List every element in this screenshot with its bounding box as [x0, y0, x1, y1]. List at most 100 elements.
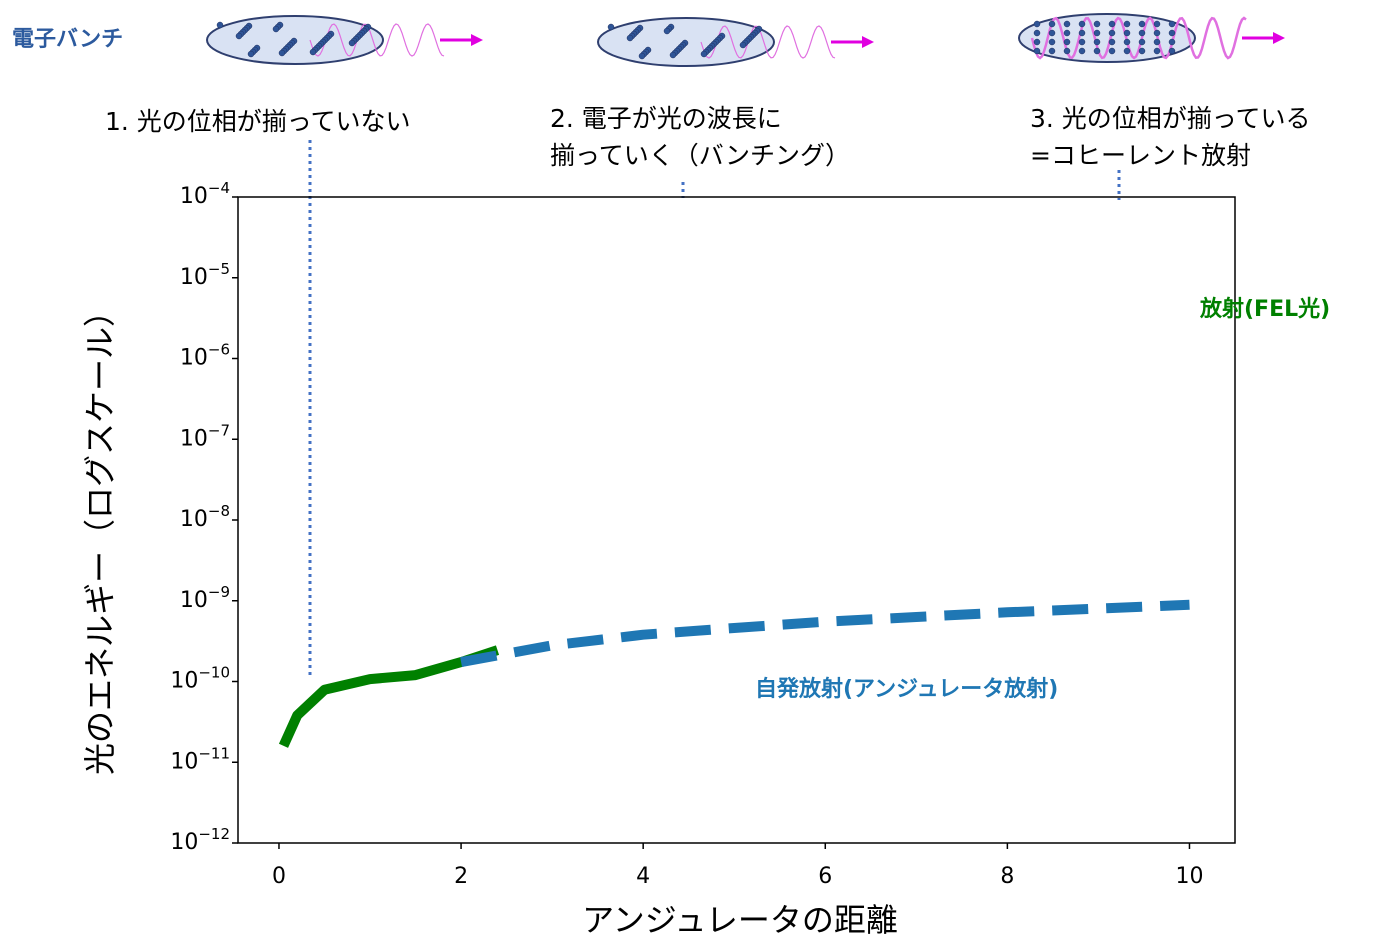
- y-tick-label: 10−12: [170, 825, 230, 856]
- electron: [1109, 21, 1115, 27]
- electron: [1154, 39, 1160, 45]
- x-tick-label: 10: [1175, 864, 1203, 889]
- arrow-head: [471, 34, 483, 46]
- electron: [1169, 21, 1175, 27]
- electron: [248, 51, 254, 57]
- arrow-head: [862, 36, 874, 48]
- electron: [1124, 30, 1130, 36]
- bunch-label: 電子バンチ: [12, 27, 123, 52]
- stage-label: 3. 光の位相が揃っている: [1030, 104, 1311, 133]
- electron: [664, 28, 670, 34]
- y-tick-base: 10: [180, 426, 208, 451]
- electron: [1124, 39, 1130, 45]
- electron: [1109, 48, 1115, 54]
- y-tick-base: 10: [170, 830, 198, 855]
- electron: [1049, 39, 1055, 45]
- y-tick-label: 10−10: [170, 663, 230, 694]
- electron: [1169, 30, 1175, 36]
- electron: [1124, 21, 1130, 27]
- electron: [1094, 39, 1100, 45]
- electron: [1049, 21, 1055, 27]
- electron: [1079, 48, 1085, 54]
- electron: [310, 49, 316, 55]
- electron: [1064, 48, 1070, 54]
- x-tick-label: 0: [272, 864, 286, 889]
- y-tick-label: 10−6: [180, 340, 230, 371]
- y-tick-base: 10: [180, 588, 208, 613]
- stage-label: 揃っていく（バンチング）: [550, 141, 850, 170]
- electron: [1169, 48, 1175, 54]
- electron: [1094, 30, 1100, 36]
- electron: [1064, 30, 1070, 36]
- y-tick-label: 10−8: [180, 502, 230, 533]
- electron: [1094, 48, 1100, 54]
- y-tick-base: 10: [170, 749, 198, 774]
- electron: [740, 42, 746, 48]
- electron: [1079, 21, 1085, 27]
- electron: [1139, 39, 1145, 45]
- y-tick-label: 10−9: [180, 582, 230, 613]
- electron: [1079, 30, 1085, 36]
- electron: [217, 22, 223, 28]
- plot-frame: [238, 197, 1235, 843]
- y-tick-label: 10−5: [180, 259, 230, 290]
- electron: [670, 52, 676, 58]
- electron: [1034, 39, 1040, 45]
- electron: [1139, 48, 1145, 54]
- electron: [1109, 39, 1115, 45]
- y-tick-base: 10: [170, 669, 198, 694]
- decoration: [207, 14, 1285, 66]
- stage-label: =コヒーレント放射: [1030, 141, 1251, 170]
- chart: 電子バンチ アンジュレータの距離 光のエネルギー（ログスケール） 1. 光の位相…: [0, 0, 1382, 942]
- y-tick-label: 10−4: [180, 179, 230, 210]
- electron: [1064, 21, 1070, 27]
- electron: [1139, 21, 1145, 27]
- electron: [1169, 39, 1175, 45]
- y-tick-base: 10: [180, 346, 208, 371]
- x-axis-label: アンジュレータの距離: [582, 901, 898, 939]
- electron: [1094, 21, 1100, 27]
- x-tick-label: 6: [818, 864, 832, 889]
- y-tick-exponent: −5: [208, 259, 230, 277]
- y-tick-base: 10: [180, 507, 208, 532]
- electron: [1139, 30, 1145, 36]
- electron: [1034, 21, 1040, 27]
- electron: [608, 24, 614, 30]
- electron: [639, 53, 645, 59]
- electron: [1049, 30, 1055, 36]
- y-tick-exponent: −8: [208, 502, 230, 520]
- y-tick-base: 10: [180, 265, 208, 290]
- y-tick-exponent: −9: [208, 582, 230, 600]
- stage-label: 2. 電子が光の波長に: [550, 104, 782, 133]
- series-label: 自発放射(アンジュレータ放射): [755, 676, 1058, 702]
- y-tick-exponent: −7: [208, 421, 230, 439]
- x-tick-label: 2: [454, 864, 468, 889]
- y-tick-exponent: −4: [208, 179, 230, 197]
- x-tick-label: 4: [636, 864, 650, 889]
- electron: [1079, 39, 1085, 45]
- electron: [349, 40, 355, 46]
- electron: [1064, 39, 1070, 45]
- y-tick-exponent: −12: [198, 825, 230, 843]
- electron: [1109, 30, 1115, 36]
- electron: [236, 33, 242, 39]
- electron: [701, 51, 707, 57]
- y-tick-label: 10−7: [180, 421, 230, 452]
- electron: [1124, 48, 1130, 54]
- stage-label: 1. 光の位相が揃っていない: [105, 107, 411, 136]
- electron: [1154, 48, 1160, 54]
- y-axis-label: 光のエネルギー（ログスケール）: [81, 295, 119, 775]
- electron: [273, 26, 279, 32]
- y-tick-exponent: −6: [208, 340, 230, 358]
- electron: [1049, 48, 1055, 54]
- electron: [1154, 21, 1160, 27]
- x-tick-label: 8: [1000, 864, 1014, 889]
- y-tick-exponent: −10: [198, 663, 230, 681]
- y-tick-label: 10−11: [170, 744, 230, 775]
- series-line: [461, 605, 1189, 662]
- electron: [1034, 48, 1040, 54]
- y-tick-base: 10: [180, 184, 208, 209]
- series-label: 放射(FEL光): [1199, 296, 1330, 322]
- y-tick-exponent: −11: [198, 744, 230, 762]
- electron: [1034, 30, 1040, 36]
